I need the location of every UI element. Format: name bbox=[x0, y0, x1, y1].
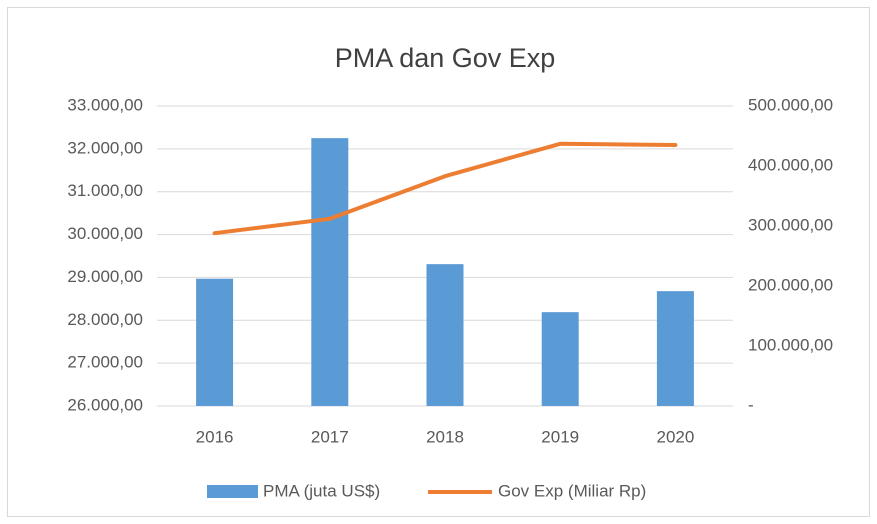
bar bbox=[196, 278, 234, 406]
y2-tick-label: 500.000,00 bbox=[748, 95, 833, 114]
y-tick-label: 28.000,00 bbox=[67, 310, 143, 329]
bar bbox=[311, 138, 349, 406]
y2-tick-label: - bbox=[748, 395, 754, 414]
legend-label: Gov Exp (Miliar Rp) bbox=[498, 481, 646, 500]
x-tick-label: 2019 bbox=[541, 427, 579, 446]
bar bbox=[426, 264, 464, 406]
x-tick-label: 2018 bbox=[426, 427, 464, 446]
y2-tick-label: 100.000,00 bbox=[748, 335, 833, 354]
y-tick-label: 31.000,00 bbox=[67, 181, 143, 200]
x-tick-label: 2017 bbox=[311, 427, 349, 446]
y-tick-label: 30.000,00 bbox=[67, 224, 143, 243]
chart-title: PMA dan Gov Exp bbox=[335, 43, 556, 73]
bar bbox=[656, 291, 694, 406]
y2-tick-label: 200.000,00 bbox=[748, 275, 833, 294]
legend-label: PMA (juta US$) bbox=[263, 481, 380, 500]
y-tick-label: 29.000,00 bbox=[67, 267, 143, 286]
legend-swatch bbox=[207, 485, 258, 498]
y2-tick-label: 300.000,00 bbox=[748, 215, 833, 234]
y-tick-label: 32.000,00 bbox=[67, 138, 143, 157]
y-tick-label: 27.000,00 bbox=[67, 353, 143, 372]
chart-border bbox=[7, 7, 870, 517]
y-tick-label: 33.000,00 bbox=[67, 95, 143, 114]
y-tick-label: 26.000,00 bbox=[67, 395, 143, 414]
line bbox=[212, 141, 678, 236]
y2-tick-label: 400.000,00 bbox=[748, 155, 833, 174]
bar bbox=[541, 312, 579, 406]
x-tick-label: 2020 bbox=[656, 427, 694, 446]
x-tick-label: 2016 bbox=[196, 427, 234, 446]
